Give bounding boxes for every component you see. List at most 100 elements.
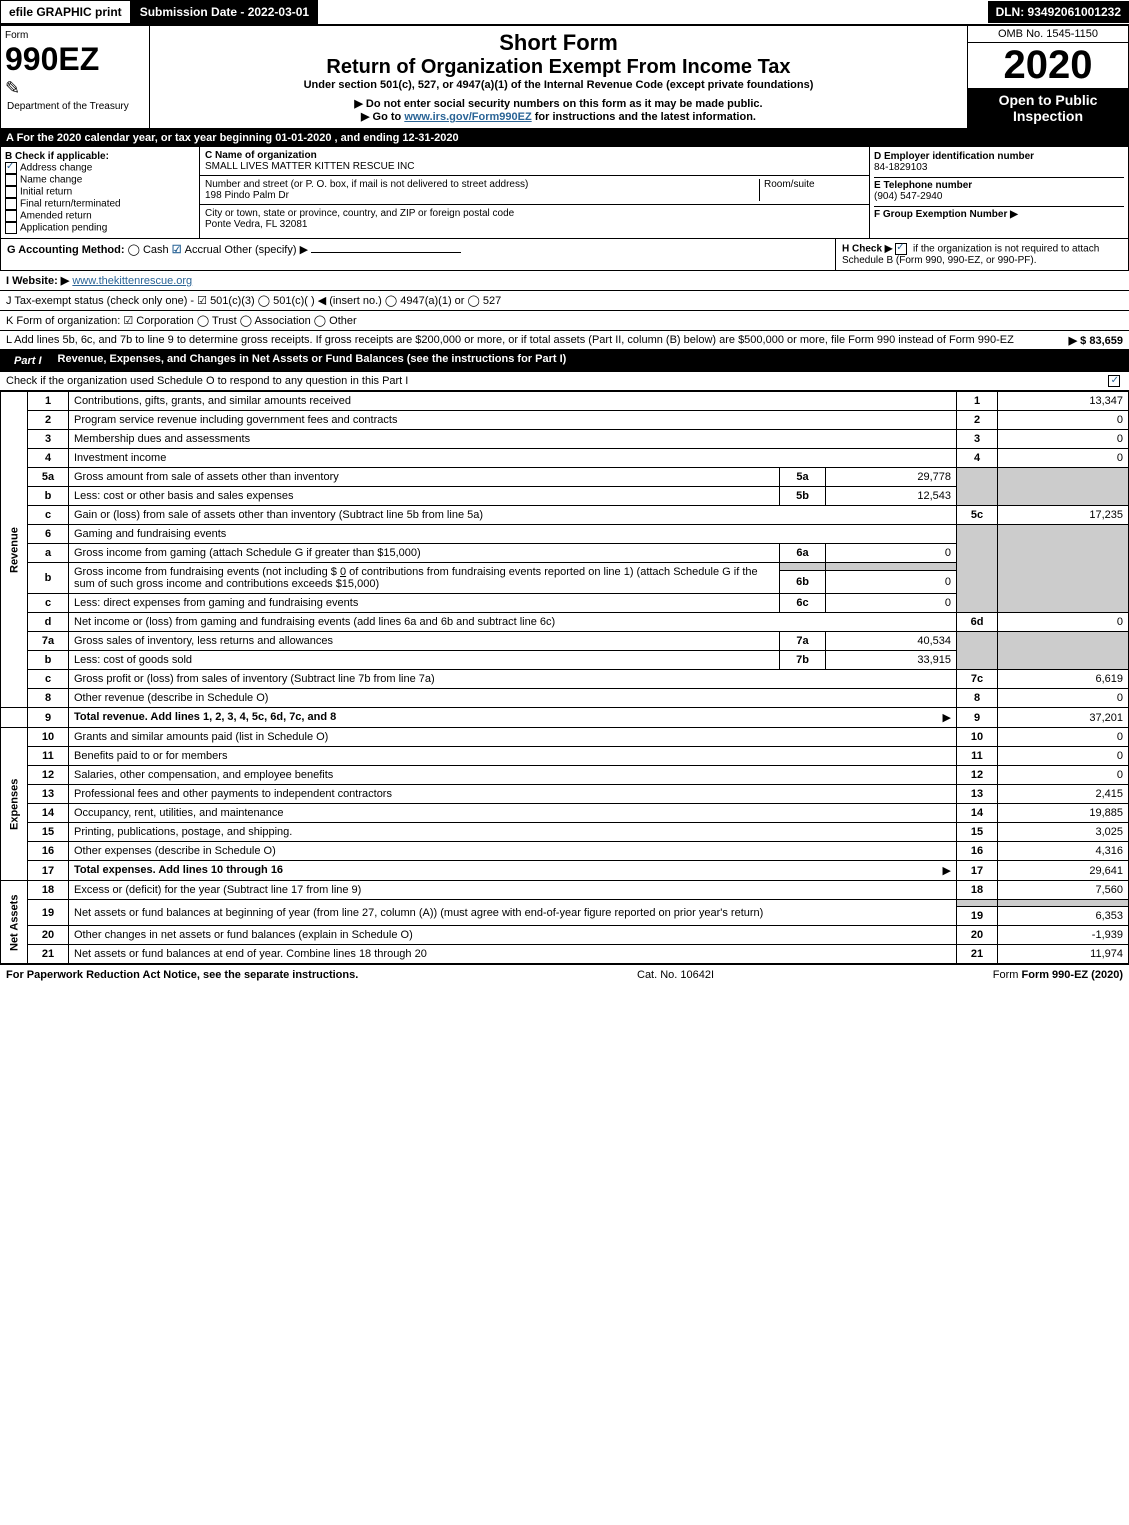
return-title: Return of Organization Exempt From Incom…	[154, 56, 963, 79]
form-number: 990EZ	[5, 41, 145, 78]
form-label: Form	[5, 30, 145, 41]
g-h-section: G Accounting Method: ◯ Cash ☑ Accrual Ot…	[0, 239, 1129, 271]
row-11-rn: 11	[957, 747, 998, 766]
j-line: J Tax-exempt status (check only one) - ☑…	[0, 291, 1129, 311]
row-6a-num: a	[28, 544, 69, 563]
row-16-amt: 4,316	[998, 842, 1129, 861]
part1-check-note: Check if the organization used Schedule …	[0, 372, 1129, 391]
phone: (904) 547-2940	[874, 191, 942, 202]
name-change-label: Name change	[20, 175, 82, 186]
row-7a-mn: 7a	[780, 632, 826, 651]
row-6b-num: b	[28, 563, 69, 594]
row-6d-amt: 0	[998, 613, 1129, 632]
top-bar: efile GRAPHIC print Submission Date - 20…	[0, 0, 1129, 25]
row-19-num: 19	[28, 900, 69, 926]
row-13-num: 13	[28, 785, 69, 804]
initial-return-label: Initial return	[20, 187, 72, 198]
row-12-desc: Salaries, other compensation, and employ…	[69, 766, 957, 785]
row-5c-rn: 5c	[957, 506, 998, 525]
row-9-rn: 9	[957, 708, 998, 728]
schedule-o-checkbox[interactable]	[1108, 375, 1120, 387]
website-link[interactable]: www.thekittenrescue.org	[72, 275, 192, 287]
note-goto: ▶ Go to www.irs.gov/Form990EZ for instru…	[154, 110, 963, 123]
efile-print-button[interactable]: efile GRAPHIC print	[0, 0, 131, 24]
org-name: SMALL LIVES MATTER KITTEN RESCUE INC	[205, 161, 414, 172]
row-17-num: 17	[28, 861, 69, 881]
final-return-checkbox[interactable]	[5, 198, 17, 210]
address-change-checkbox[interactable]	[5, 162, 17, 174]
i-line: I Website: ▶ www.thekittenrescue.org	[0, 271, 1129, 291]
pending-checkbox[interactable]	[5, 222, 17, 234]
row-6b-desc: Gross income from fundraising events (no…	[69, 563, 780, 594]
row-1-rn: 1	[957, 392, 998, 411]
address-change-label: Address change	[20, 163, 92, 174]
page-footer: For Paperwork Reduction Act Notice, see …	[0, 964, 1129, 985]
line-a: A For the 2020 calendar year, or tax yea…	[0, 129, 1129, 147]
row-5c-amt: 17,235	[998, 506, 1129, 525]
row-18-desc: Excess or (deficit) for the year (Subtra…	[69, 881, 957, 900]
row-10-rn: 10	[957, 728, 998, 747]
note-ssn: ▶ Do not enter social security numbers o…	[154, 97, 963, 110]
row-15-desc: Printing, publications, postage, and shi…	[69, 823, 957, 842]
street-address: 198 Pindo Palm Dr	[205, 190, 289, 201]
row-18-amt: 7,560	[998, 881, 1129, 900]
city-label: City or town, state or province, country…	[205, 208, 514, 219]
row-13-rn: 13	[957, 785, 998, 804]
row-6c-desc: Less: direct expenses from gaming and fu…	[69, 594, 780, 613]
row-5a-num: 5a	[28, 468, 69, 487]
row-8-num: 8	[28, 689, 69, 708]
initial-return-checkbox[interactable]	[5, 186, 17, 198]
submission-date-button[interactable]: Submission Date - 2022-03-01	[131, 0, 318, 24]
dept-label: Department of the Treasury	[5, 99, 145, 114]
h-checkbox[interactable]	[895, 243, 907, 255]
row-21-rn: 21	[957, 945, 998, 964]
row-13-amt: 2,415	[998, 785, 1129, 804]
row-20-num: 20	[28, 926, 69, 945]
row-3-amt: 0	[998, 430, 1129, 449]
row-7b-num: b	[28, 651, 69, 670]
row-5b-mn: 5b	[780, 487, 826, 506]
row-7a-mamt: 40,534	[826, 632, 957, 651]
row-20-desc: Other changes in net assets or fund bala…	[69, 926, 957, 945]
row-5a-mn: 5a	[780, 468, 826, 487]
row-7c-desc: Gross profit or (loss) from sales of inv…	[69, 670, 957, 689]
row-17-rn: 17	[957, 861, 998, 881]
accrual-option: Accrual	[185, 244, 222, 256]
irs-link[interactable]: www.irs.gov/Form990EZ	[404, 111, 531, 123]
row-10-desc: Grants and similar amounts paid (list in…	[69, 728, 957, 747]
row-11-amt: 0	[998, 747, 1129, 766]
dln-label: DLN: 93492061001232	[988, 1, 1129, 23]
row-6c-num: c	[28, 594, 69, 613]
row-7b-mn: 7b	[780, 651, 826, 670]
row-6b-mn: 6b	[780, 571, 826, 594]
row-2-num: 2	[28, 411, 69, 430]
cash-option: Cash	[143, 244, 169, 256]
row-6c-mn: 6c	[780, 594, 826, 613]
netassets-side-label: Net Assets	[1, 881, 28, 964]
amended-checkbox[interactable]	[5, 210, 17, 222]
row-7a-num: 7a	[28, 632, 69, 651]
row-18-rn: 18	[957, 881, 998, 900]
omb-number: OMB No. 1545-1150	[968, 26, 1128, 43]
row-6d-rn: 6d	[957, 613, 998, 632]
l-line: L Add lines 5b, 6c, and 7b to line 9 to …	[0, 331, 1129, 350]
row-21-desc: Net assets or fund balances at end of ye…	[69, 945, 957, 964]
row-11-desc: Benefits paid to or for members	[69, 747, 957, 766]
room-label: Room/suite	[764, 179, 815, 190]
subtitle: Under section 501(c), 527, or 4947(a)(1)…	[154, 79, 963, 91]
row-20-rn: 20	[957, 926, 998, 945]
d-label: D Employer identification number	[874, 151, 1124, 162]
row-6a-desc: Gross income from gaming (attach Schedul…	[69, 544, 780, 563]
city-state-zip: Ponte Vedra, FL 32081	[205, 219, 308, 230]
row-20-amt: -1,939	[998, 926, 1129, 945]
name-change-checkbox[interactable]	[5, 174, 17, 186]
row-1-amt: 13,347	[998, 392, 1129, 411]
row-9-desc: Total revenue. Add lines 1, 2, 3, 4, 5c,…	[69, 708, 957, 728]
row-7c-amt: 6,619	[998, 670, 1129, 689]
row-12-rn: 12	[957, 766, 998, 785]
part1-header: Part I Revenue, Expenses, and Changes in…	[0, 350, 1129, 372]
row-17-desc: Total expenses. Add lines 10 through 16 …	[69, 861, 957, 881]
open-public-badge: Open to Public Inspection	[968, 88, 1128, 128]
row-3-rn: 3	[957, 430, 998, 449]
row-12-num: 12	[28, 766, 69, 785]
